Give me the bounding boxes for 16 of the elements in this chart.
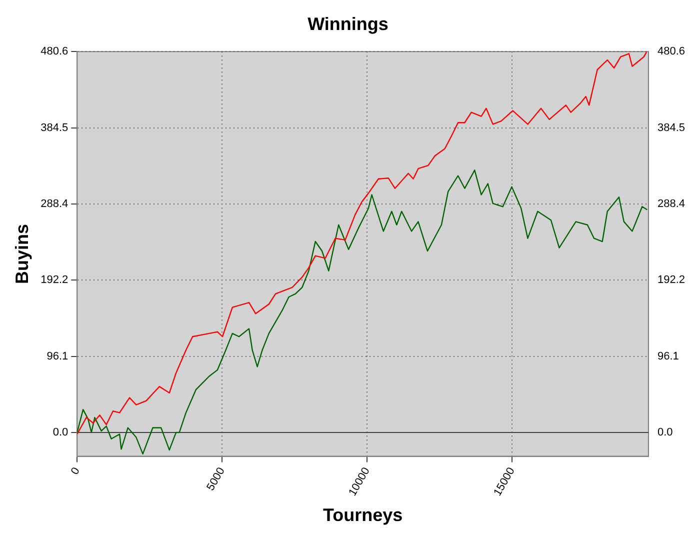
x-tick-label: 0 [68,466,82,477]
y2-tick-label: 384.5 [657,122,686,134]
y-tick-label: 384.5 [40,122,68,134]
y2-tick-label: 96.1 [657,350,679,362]
chart-title: Winnings [308,14,388,34]
y-tick-label: 480.6 [40,46,68,58]
y-tick-label: 192.2 [40,274,68,286]
y2-tick-label: 0.0 [657,426,673,439]
y-tick-label: 0.0 [52,426,68,439]
y-axis-title: Buyins [12,224,32,284]
y2-tick-label: 192.2 [657,274,686,286]
y-tick-label: 96.1 [46,350,68,362]
y2-tick-label: 288.4 [657,198,686,210]
x-axis-title: Tourneys [322,505,403,526]
y-tick-label: 288.4 [40,198,68,210]
y2-tick-label: 480.6 [657,46,686,58]
